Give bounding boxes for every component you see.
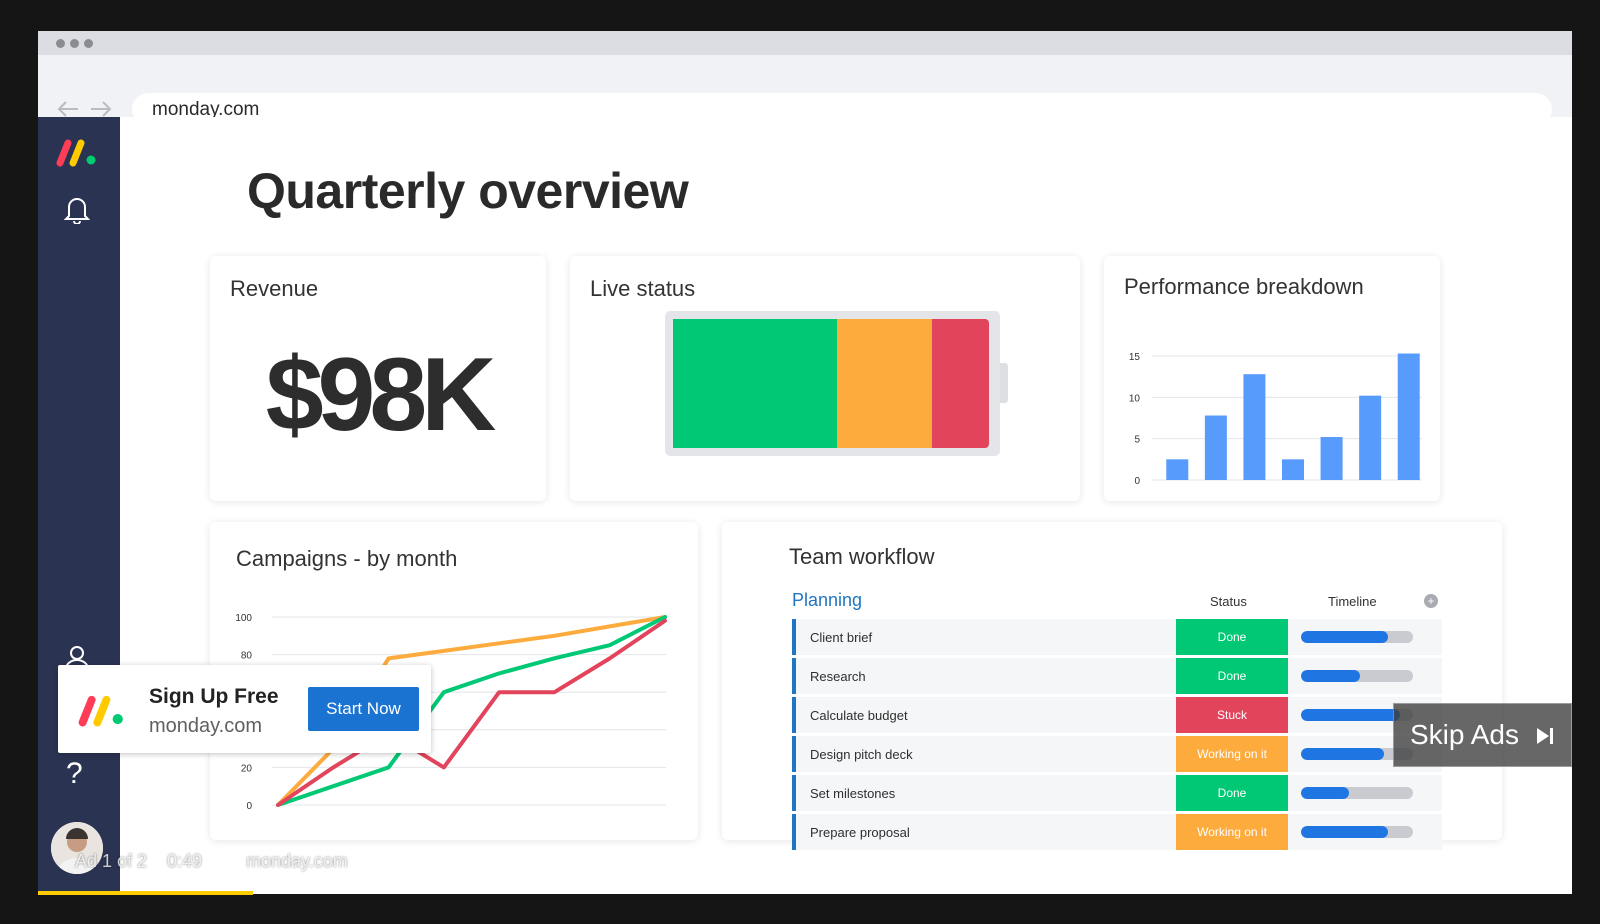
ad-title: Sign Up Free (149, 685, 279, 708)
task-name: Design pitch deck (810, 747, 913, 762)
y-tick-label: 0 (1134, 476, 1140, 487)
bar (1282, 459, 1304, 480)
task-name: Calculate budget (810, 708, 908, 723)
timeline-bar[interactable] (1301, 709, 1413, 721)
live-status-title: Live status (590, 276, 696, 301)
status-badge[interactable]: Done (1176, 658, 1288, 694)
monday-logo-icon[interactable] (56, 137, 100, 167)
workflow-row[interactable]: Design pitch deck Working on it (792, 736, 1442, 772)
timeline-bar[interactable] (1301, 826, 1413, 838)
timeline-bar[interactable] (1301, 787, 1413, 799)
timeline-fill (1301, 787, 1349, 799)
bar (1166, 459, 1189, 480)
status-column-header: Status (1210, 594, 1247, 609)
timeline-fill (1301, 826, 1388, 838)
series-line (276, 615, 667, 807)
page-title: Quarterly overview (247, 163, 689, 219)
bar (1320, 437, 1343, 480)
ad-counter: Ad 1 of 2 (75, 851, 148, 871)
back-arrow-icon[interactable] (56, 100, 80, 118)
url-text: monday.com (152, 99, 260, 120)
timeline-fill (1301, 670, 1360, 682)
y-tick-label: 15 (1129, 352, 1141, 363)
help-icon[interactable]: ? (66, 757, 83, 790)
window-dot-icon (56, 39, 65, 48)
workflow-group-label[interactable]: Planning (792, 590, 863, 610)
task-name: Research (810, 669, 866, 684)
browser-window: monday.com ? Quarterly overview (38, 31, 1572, 894)
battery-tip (1000, 363, 1008, 403)
y-tick-label: 10 (1129, 393, 1141, 404)
series-line (276, 618, 667, 807)
external-link-icon[interactable] (361, 854, 375, 868)
task-name: Prepare proposal (810, 825, 910, 840)
bar (1204, 415, 1227, 480)
performance-title: Performance breakdown (1124, 274, 1364, 299)
status-badge[interactable]: Working on it (1176, 814, 1288, 850)
timeline-bar[interactable] (1301, 670, 1413, 682)
performance-bar-chart: 0 5 10 15 (1129, 352, 1422, 487)
y-tick-label: 20 (241, 763, 253, 774)
y-tick-label: 0 (246, 801, 252, 812)
campaigns-line-chart: 020406080100 (235, 613, 667, 812)
status-badge[interactable]: Working on it (1176, 736, 1288, 772)
app-sidebar: ? (38, 117, 120, 894)
bar (1397, 353, 1420, 480)
window-dot-icon (84, 39, 93, 48)
ad-time: 0:49 (167, 851, 203, 871)
revenue-title: Revenue (230, 276, 319, 301)
bar (1359, 395, 1382, 480)
status-battery (665, 311, 1000, 456)
status-badge[interactable]: Done (1176, 775, 1288, 811)
revenue-card: Revenue $98K (210, 256, 546, 501)
add-column-icon[interactable]: + (1424, 594, 1438, 608)
workflow-row[interactable]: Prepare proposal Working on it (792, 814, 1442, 850)
campaigns-title: Campaigns - by month (236, 546, 458, 571)
bell-icon[interactable] (64, 194, 90, 224)
skip-next-icon (1537, 728, 1553, 744)
timeline-bar[interactable] (1301, 748, 1413, 760)
skip-ads-label: Skip Ads (1410, 719, 1519, 750)
person-avatar-icon (51, 822, 103, 874)
skip-ads-button[interactable]: Skip Ads (1393, 703, 1572, 767)
task-name: Set milestones (810, 786, 896, 801)
forward-arrow-icon[interactable] (89, 100, 113, 118)
ad-progress-bar[interactable] (38, 891, 253, 895)
status-badge[interactable]: Done (1176, 619, 1288, 655)
status-badge[interactable]: Stuck (1176, 697, 1288, 733)
start-now-button[interactable]: Start Now (308, 687, 419, 731)
browser-titlebar (38, 31, 1572, 55)
live-status-card: Live status (570, 256, 1080, 501)
y-tick-label: 100 (235, 613, 252, 624)
monday-logo-icon (78, 695, 123, 727)
advertiser-avatar[interactable] (51, 822, 103, 874)
workflow-row[interactable]: Set milestones Done (792, 775, 1442, 811)
task-name: Client brief (810, 630, 873, 645)
ad-domain: monday.com (149, 715, 263, 737)
timeline-fill (1301, 631, 1388, 643)
ad-card[interactable]: Sign Up Free monday.com Start Now (58, 665, 431, 753)
timeline-bar[interactable] (1301, 631, 1413, 643)
timeline-fill (1301, 709, 1400, 721)
workflow-card: Team workflow Planning Status Timeline +… (722, 522, 1502, 850)
status-segment (837, 319, 932, 448)
revenue-value: $98K (265, 337, 497, 453)
performance-card: Performance breakdown 0 5 10 15 (1104, 256, 1440, 501)
dashboard: Quarterly overview Revenue $98K Live sta… (120, 117, 1572, 894)
timeline-fill (1301, 748, 1384, 760)
info-icon[interactable] (212, 852, 230, 870)
status-segment (673, 319, 837, 448)
workflow-title: Team workflow (789, 544, 935, 569)
y-tick-label: 5 (1134, 435, 1140, 446)
y-tick-label: 80 (241, 651, 253, 662)
window-dot-icon (70, 39, 79, 48)
workflow-row[interactable]: Calculate budget Stuck (792, 697, 1442, 733)
workflow-row[interactable]: Research Done (792, 658, 1442, 694)
bar (1243, 374, 1266, 480)
ad-source-link[interactable]: monday.com (246, 851, 348, 871)
workflow-row[interactable]: Client brief Done (792, 619, 1442, 655)
timeline-column-header: Timeline (1328, 594, 1377, 609)
status-segment (932, 319, 989, 448)
